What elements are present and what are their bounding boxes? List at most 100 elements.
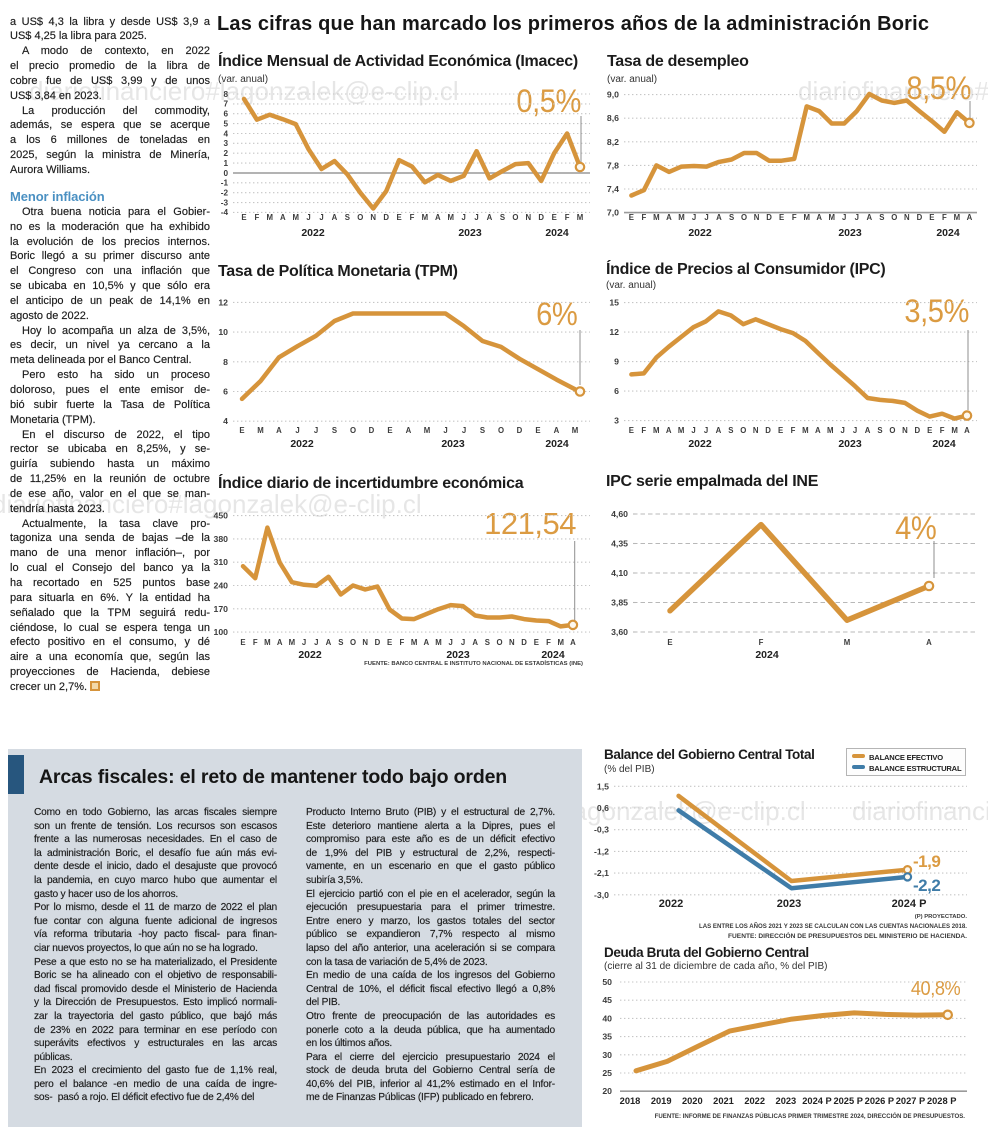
svg-text:O: O [512,213,518,222]
svg-text:O: O [498,426,504,435]
svg-text:2024: 2024 [936,227,960,239]
svg-text:45: 45 [602,995,612,1005]
svg-text:M: M [954,213,961,222]
svg-text:FUENTE: DIRECCIÓN DE PRESUPUES: FUENTE: DIRECCIÓN DE PRESUPUESTOS DEL MI… [728,931,967,940]
svg-text:2024: 2024 [545,227,569,239]
svg-text:0: 0 [223,169,228,178]
svg-text:D: D [917,213,923,222]
svg-text:S: S [480,426,485,435]
svg-text:30: 30 [602,1050,612,1060]
svg-text:F: F [253,638,258,647]
svg-text:A: A [865,426,871,435]
svg-text:D: D [517,426,523,435]
svg-text:M: M [802,426,809,435]
svg-text:J: J [474,213,478,222]
svg-text:N: N [904,213,910,222]
svg-text:A: A [280,213,286,222]
svg-text:J: J [704,213,708,222]
svg-text:F: F [546,638,551,647]
svg-text:D: D [538,213,544,222]
svg-text:E: E [929,213,934,222]
svg-text:A: A [570,638,576,647]
svg-text:M: M [827,426,834,435]
svg-text:2023: 2023 [777,898,801,910]
svg-text:FUENTE: BANCO CENTRAL E INSTIT: FUENTE: BANCO CENTRAL E INSTITUTO NACION… [364,659,583,667]
svg-text:M: M [828,213,835,222]
svg-text:-3: -3 [221,198,229,207]
svg-text:2024: 2024 [545,438,569,450]
svg-text:8: 8 [223,90,228,99]
svg-text:A: A [866,213,872,222]
svg-text:J: J [841,426,845,435]
svg-text:(P) PROYECTADO.: (P) PROYECTADO. [915,914,968,920]
svg-text:-0,3: -0,3 [594,825,609,835]
svg-text:-3,0: -3,0 [594,890,609,900]
svg-text:M: M [264,638,271,647]
svg-text:2023: 2023 [838,227,862,239]
svg-text:8,2: 8,2 [607,137,619,147]
svg-text:A: A [964,426,970,435]
svg-text:A: A [277,638,283,647]
svg-text:F: F [642,213,647,222]
svg-text:A: A [816,213,822,222]
svg-text:J: J [295,426,299,435]
svg-text:M: M [678,213,685,222]
svg-text:FUENTE: INFORME DE FINANZAS PÚ: FUENTE: INFORME DE FINANZAS PÚBLICAS PRI… [655,1112,966,1120]
svg-text:2023: 2023 [441,438,465,450]
svg-text:M: M [844,638,851,647]
svg-text:A: A [276,426,282,435]
svg-text:8: 8 [223,357,228,367]
svg-text:D: D [383,213,389,222]
svg-text:A: A [332,213,338,222]
svg-text:E: E [629,213,634,222]
svg-text:170: 170 [214,604,229,614]
svg-text:M: M [653,426,660,435]
svg-text:A: A [472,638,478,647]
svg-text:-2,1: -2,1 [594,868,609,878]
svg-text:D: D [765,426,771,435]
svg-text:310: 310 [214,557,229,567]
svg-text:J: J [855,213,859,222]
svg-text:M: M [257,426,264,435]
svg-text:7,4: 7,4 [607,184,619,194]
svg-text:S: S [332,426,337,435]
svg-text:F: F [565,213,570,222]
svg-text:M: M [289,638,296,647]
svg-text:M: M [557,638,564,647]
svg-text:S: S [338,638,343,647]
svg-text:3: 3 [614,416,619,426]
svg-text:F: F [792,213,797,222]
svg-text:1: 1 [223,159,228,168]
svg-text:F: F [641,426,646,435]
svg-text:A: A [926,638,932,647]
svg-text:M: M [435,638,442,647]
svg-text:25: 25 [602,1068,612,1078]
svg-text:4,10: 4,10 [611,568,628,578]
svg-text:O: O [350,426,356,435]
svg-text:J: J [692,213,696,222]
svg-text:M: M [422,213,429,222]
svg-text:O: O [740,426,746,435]
svg-text:15: 15 [609,298,619,308]
svg-text:E: E [552,213,557,222]
svg-text:M: M [292,213,299,222]
svg-text:O: O [350,638,356,647]
svg-text:S: S [485,638,490,647]
svg-text:2: 2 [223,149,228,158]
svg-text:M: M [572,426,579,435]
svg-text:N: N [753,426,759,435]
svg-text:O: O [497,638,503,647]
svg-text:2020: 2020 [682,1096,703,1106]
svg-text:2022: 2022 [744,1096,765,1106]
svg-text:N: N [509,638,515,647]
svg-text:N: N [370,213,376,222]
svg-text:J: J [691,426,695,435]
svg-text:-1,2: -1,2 [594,846,609,856]
svg-text:4: 4 [223,416,228,426]
svg-text:4,60: 4,60 [611,509,628,519]
svg-text:380: 380 [214,534,229,544]
svg-text:E: E [239,426,244,435]
svg-text:F: F [255,213,260,222]
svg-text:50: 50 [602,977,612,987]
svg-text:2022: 2022 [688,227,712,239]
